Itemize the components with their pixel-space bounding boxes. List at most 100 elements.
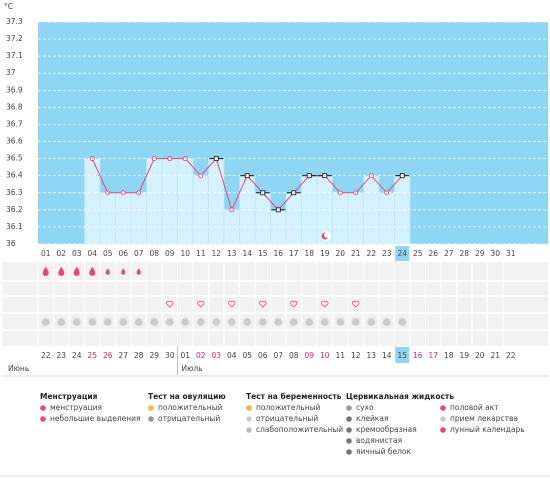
moon-circle <box>289 317 299 327</box>
flow-icon <box>121 268 126 275</box>
point <box>120 190 126 196</box>
legend-title: Тест на овуляцию <box>148 392 226 401</box>
moon-circle <box>103 317 113 327</box>
legend-item: слабоположительный <box>256 425 343 434</box>
day-label: 24 <box>397 249 407 258</box>
legend-item: прием лекарства <box>450 414 518 423</box>
heart-icon <box>290 300 298 308</box>
legend-item: лунный календарь <box>450 425 525 434</box>
cycle-day-label: 14 <box>382 351 392 360</box>
day-label: 02 <box>56 249 66 258</box>
moon-circle <box>304 317 314 327</box>
cycle-day-label: 13 <box>366 351 376 360</box>
cycle-day-label: 12 <box>351 351 361 360</box>
legend-item: положительный <box>256 403 321 412</box>
heart-icon <box>166 300 174 308</box>
bar <box>130 192 147 245</box>
moon-circle <box>382 317 392 327</box>
selected-cycle-day <box>395 347 410 363</box>
moon-circle <box>211 317 221 327</box>
day-label: 16 <box>273 249 283 258</box>
day-label: 26 <box>428 249 438 258</box>
day-label: 14 <box>242 249 252 258</box>
bar <box>239 175 256 245</box>
day-label: 06 <box>118 249 128 258</box>
legend-icon <box>346 405 352 411</box>
y-tick-label: 36.7 <box>6 119 23 128</box>
day-label: 17 <box>289 249 299 258</box>
legend-icon <box>346 416 352 422</box>
moon-circle <box>180 317 190 327</box>
point <box>291 190 297 196</box>
y-tick-label: 36 <box>6 239 16 248</box>
moon-circle <box>72 317 82 327</box>
y-tick-label: 36.6 <box>6 137 23 146</box>
day-label: 13 <box>227 249 237 258</box>
y-tick-label: 37.3 <box>6 17 23 26</box>
legend-icon <box>440 416 446 422</box>
day-label: 15 <box>258 249 268 258</box>
bar <box>223 209 240 245</box>
bar <box>177 158 194 245</box>
legend-item: яичный белок <box>356 447 412 456</box>
moon-circle <box>335 317 345 327</box>
day-label: 19 <box>320 249 330 258</box>
point <box>260 190 266 196</box>
y-tick-label: 36.5 <box>6 154 23 163</box>
legend-icon <box>346 427 352 433</box>
cycle-day-label: 11 <box>335 351 345 360</box>
cycle-day-label: 08 <box>289 351 299 360</box>
y-axis-label: °C <box>4 2 13 11</box>
legend-item: небольшие выделения <box>50 414 141 423</box>
y-tick-label: 37 <box>6 68 16 77</box>
cycle-day-label: 05 <box>242 351 252 360</box>
cycle-day-label: 10 <box>320 351 330 360</box>
cycle-day-label: 20 <box>475 351 485 360</box>
moon-circle <box>351 317 361 327</box>
heart-icon <box>197 300 205 308</box>
point <box>384 190 390 196</box>
bar <box>394 175 411 245</box>
cycle-day-label: 04 <box>227 351 237 360</box>
moon-circle <box>242 317 252 327</box>
point <box>244 173 250 179</box>
day-label: 29 <box>475 249 485 258</box>
moon-circle <box>165 317 175 327</box>
cycle-day-label: 23 <box>56 351 66 360</box>
legend-item: отрицательный <box>158 414 220 423</box>
day-label: 30 <box>490 249 500 258</box>
month-label: Июль <box>182 364 203 373</box>
cycle-day-label: 17 <box>428 351 438 360</box>
cycle-day-label: 03 <box>211 351 221 360</box>
cycle-day-label: 09 <box>304 351 314 360</box>
legend-item: сухо <box>356 403 374 412</box>
moon-circle <box>320 317 330 327</box>
moon-circle <box>149 317 159 327</box>
legend-icon <box>246 405 252 411</box>
point <box>198 173 204 179</box>
flow-icon <box>89 266 96 276</box>
y-tick-label: 36.2 <box>6 205 23 214</box>
bar <box>99 192 116 245</box>
bar <box>254 192 271 245</box>
legend-icon <box>40 416 46 422</box>
heart-icon <box>228 300 236 308</box>
day-label: 05 <box>103 249 113 258</box>
legend-icon <box>148 405 154 411</box>
cycle-day-label: 27 <box>118 351 128 360</box>
day-label: 04 <box>87 249 97 258</box>
cycle-day-label: 25 <box>87 351 97 360</box>
y-tick-label: 36.4 <box>6 171 23 180</box>
y-tick-label: 36.8 <box>6 102 23 111</box>
day-label: 20 <box>335 249 345 258</box>
day-label: 21 <box>351 249 361 258</box>
legend-item: положительный <box>158 403 223 412</box>
day-label: 27 <box>444 249 454 258</box>
legend-item: клейкая <box>356 414 388 423</box>
bar <box>285 192 302 245</box>
point <box>213 156 219 162</box>
moon-circle <box>41 317 51 327</box>
legend-item: половой акт <box>450 403 499 412</box>
flow-icon <box>42 266 49 276</box>
legend-icon <box>346 449 352 455</box>
